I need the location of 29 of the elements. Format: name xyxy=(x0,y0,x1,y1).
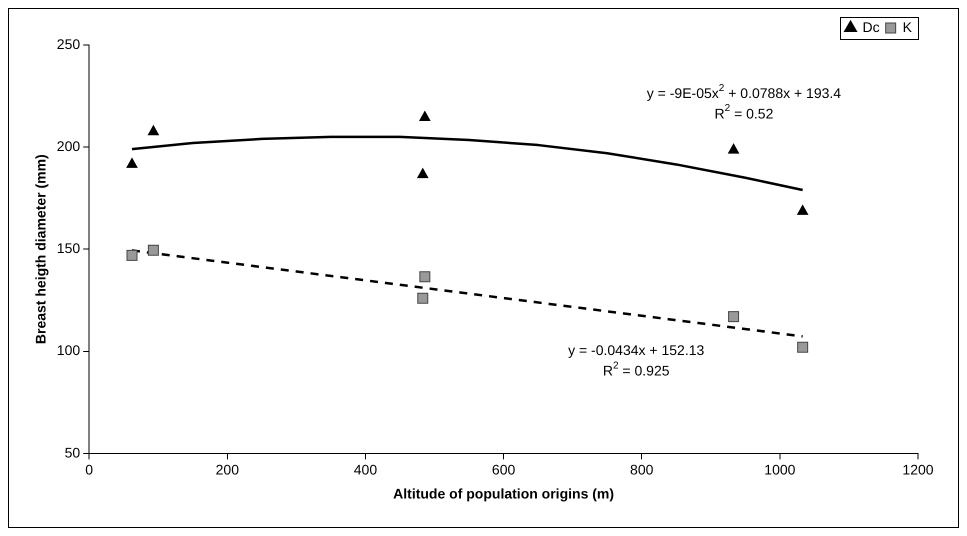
y-tick-label: 150 xyxy=(56,240,80,256)
x-axis-title: Altitude of population origins (m) xyxy=(393,485,614,502)
point xyxy=(728,144,740,154)
point xyxy=(417,168,428,178)
point xyxy=(126,158,138,168)
y-tick-label: 250 xyxy=(56,36,80,52)
point xyxy=(419,271,430,282)
y-tick-label: 200 xyxy=(56,138,80,154)
legend-label: K xyxy=(902,18,913,35)
point xyxy=(148,244,159,256)
legend-label: Dc xyxy=(862,18,880,35)
point xyxy=(417,292,428,304)
point xyxy=(148,125,159,136)
point xyxy=(419,110,430,121)
y-tick-label: 50 xyxy=(64,444,80,460)
y-tick-label: 100 xyxy=(56,342,80,358)
x-tick-label: 1200 xyxy=(902,462,934,478)
x-tick-label: 1000 xyxy=(764,462,796,478)
x-tick-label: 600 xyxy=(492,462,516,478)
point xyxy=(797,342,808,353)
point xyxy=(728,311,740,322)
x-tick-label: 200 xyxy=(216,462,240,478)
point xyxy=(797,204,808,215)
point xyxy=(126,250,138,261)
y-axis-title: Breast heigth diameter (mm) xyxy=(32,154,48,344)
x-tick-label: 800 xyxy=(630,462,654,478)
x-tick-label: 400 xyxy=(354,462,378,478)
x-tick-label: 0 xyxy=(85,462,94,478)
annotation: y = -0.0434x + 152.13 xyxy=(568,342,705,358)
